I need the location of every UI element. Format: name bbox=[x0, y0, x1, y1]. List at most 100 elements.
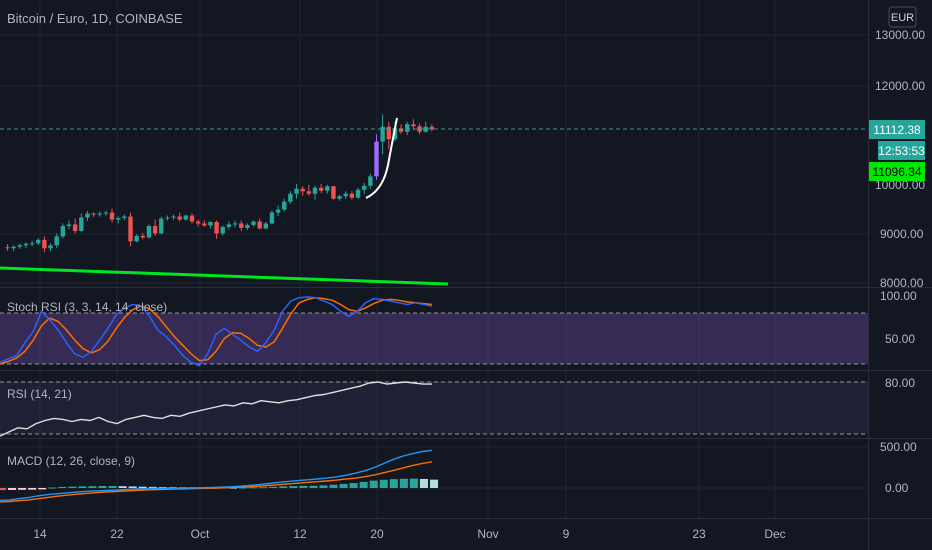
indicator-bands bbox=[0, 312, 868, 435]
candle-body bbox=[374, 141, 379, 177]
candle-body bbox=[220, 226, 225, 234]
candle-body bbox=[79, 217, 84, 231]
candle-body bbox=[140, 235, 145, 238]
macd-histogram-bar bbox=[48, 487, 57, 489]
candle-body bbox=[152, 225, 158, 234]
candle-body bbox=[5, 247, 10, 249]
macd-histogram-bar bbox=[78, 486, 87, 488]
candle-body bbox=[355, 189, 361, 198]
candle-body bbox=[380, 126, 385, 142]
candle-body bbox=[368, 176, 373, 186]
macd-histogram-bar bbox=[138, 486, 147, 488]
candle-body bbox=[91, 213, 96, 215]
time-tick: 14 bbox=[33, 527, 47, 541]
candle-body bbox=[325, 186, 330, 191]
candle-body bbox=[103, 212, 109, 214]
macd-histogram-bar bbox=[269, 486, 278, 488]
price-tick: 12000.00 bbox=[875, 79, 925, 93]
time-tick: 23 bbox=[692, 527, 706, 541]
macd-histogram-bar bbox=[239, 487, 248, 489]
candle-body bbox=[134, 235, 139, 242]
macd-histogram-bar bbox=[88, 486, 97, 488]
candle-body bbox=[165, 217, 170, 219]
stoch-k-line bbox=[0, 296, 433, 367]
candle-body bbox=[398, 128, 404, 132]
macd-histogram-bar bbox=[319, 485, 328, 488]
pane-separators[interactable] bbox=[0, 287, 932, 519]
macd-histogram-bar bbox=[329, 484, 338, 488]
candle-body bbox=[343, 193, 348, 197]
stoch-band-fill bbox=[0, 313, 868, 364]
candle-body bbox=[60, 225, 66, 237]
candle-body bbox=[122, 216, 127, 219]
price-tick: 13000.00 bbox=[875, 28, 925, 42]
candle-body bbox=[337, 196, 342, 199]
candle-body bbox=[239, 223, 244, 228]
countdown-label: 12:53:53 bbox=[878, 144, 925, 158]
macd-histogram-bar bbox=[68, 486, 77, 488]
last-price-label-box bbox=[869, 162, 925, 181]
candle-body bbox=[257, 221, 262, 229]
drawn-arc[interactable] bbox=[365, 117, 398, 199]
time-tick: 9 bbox=[563, 527, 570, 541]
candle-body bbox=[42, 239, 47, 249]
macd-histogram-bar bbox=[409, 478, 418, 488]
macd-histogram-bar bbox=[399, 478, 408, 488]
macd-histogram-bar bbox=[0, 488, 7, 491]
macd-histogram-bar bbox=[349, 483, 358, 488]
macd-histogram-bar bbox=[339, 483, 348, 488]
macd-histogram-bar bbox=[118, 486, 127, 488]
macd-histogram-bar bbox=[289, 486, 298, 488]
candlestick-series[interactable] bbox=[5, 114, 435, 253]
price-tick: 8000.00 bbox=[880, 276, 924, 290]
rsi-label: RSI (14, 21) bbox=[7, 387, 72, 401]
time-axis[interactable]: 14 22 Oct 12 20 Nov 9 23 Dec bbox=[33, 527, 785, 541]
time-tick: 12 bbox=[293, 527, 307, 541]
stoch-d-line bbox=[0, 296, 433, 365]
candle-body bbox=[300, 188, 305, 192]
macd-histogram-bar bbox=[249, 487, 258, 489]
candle-body bbox=[429, 126, 435, 130]
macd-tick: 500.00 bbox=[880, 440, 917, 454]
macd-histogram-bar bbox=[18, 488, 27, 490]
time-tick: Nov bbox=[477, 527, 498, 541]
candle-body bbox=[109, 212, 115, 220]
price-line-label: 11112.38 bbox=[873, 123, 921, 137]
price-tick: 9000.00 bbox=[880, 227, 924, 241]
candle-body bbox=[17, 245, 22, 247]
candle-body bbox=[85, 213, 90, 218]
candle-body bbox=[294, 188, 299, 194]
rsi-series[interactable] bbox=[0, 381, 432, 437]
candle-body bbox=[386, 126, 391, 140]
candle-body bbox=[66, 224, 72, 226]
rsi-line bbox=[0, 381, 432, 437]
currency-button[interactable]: EUR bbox=[888, 6, 917, 28]
candle-body bbox=[306, 191, 312, 194]
macd-histogram-bar bbox=[8, 488, 17, 490]
candle-body bbox=[245, 224, 250, 228]
candle-body bbox=[392, 128, 398, 140]
candle-body bbox=[72, 224, 78, 231]
candle-body bbox=[318, 187, 324, 191]
macd-histogram-bar bbox=[148, 486, 157, 488]
price-tick-hidden: 10000.00 bbox=[875, 178, 925, 192]
macd-histogram-bar bbox=[108, 486, 117, 488]
candle-body bbox=[331, 186, 336, 199]
macd-series[interactable] bbox=[0, 449, 439, 503]
macd-histogram-bar bbox=[369, 480, 378, 488]
stoch-rsi-label: Stoch RSI (3, 3, 14, 14, close) bbox=[7, 300, 167, 314]
macd-line bbox=[0, 449, 433, 501]
price-axis[interactable]: EUR 13000.00 12000.00 9000.00 8000.00 10… bbox=[869, 6, 925, 495]
candle-body bbox=[282, 201, 287, 210]
stoch-rsi-series[interactable] bbox=[0, 296, 433, 367]
macd-histogram-bar bbox=[259, 487, 268, 489]
candle-body bbox=[349, 193, 355, 198]
candle-body bbox=[189, 215, 195, 222]
stoch-tick: 50.00 bbox=[885, 332, 915, 346]
candle-body bbox=[128, 216, 133, 242]
macd-histogram-bar bbox=[389, 479, 398, 488]
macd-histogram-bar bbox=[419, 478, 428, 488]
trendline[interactable] bbox=[0, 266, 449, 286]
